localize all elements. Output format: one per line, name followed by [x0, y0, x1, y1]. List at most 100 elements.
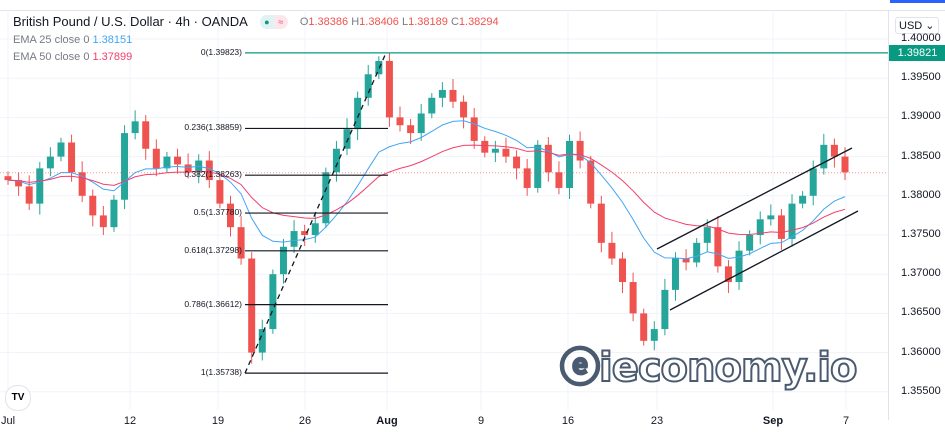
candle-body	[248, 258, 256, 353]
candle-body	[290, 231, 298, 247]
candle-body	[89, 195, 97, 216]
symbol-title[interactable]: British Pound / U.S. Dollar · 4h · OANDA	[13, 14, 248, 29]
candle-body	[46, 156, 54, 169]
price-chart[interactable]	[0, 0, 888, 420]
candle-body	[576, 140, 584, 161]
ohlc-values: O1.38386 H1.38406 L1.38189 C1.38294	[299, 15, 499, 28]
fib-level-label[interactable]: 0.236(1.38859)	[184, 122, 242, 133]
fib-level-label[interactable]: 0(1.39823)	[200, 46, 242, 57]
candle-body	[131, 121, 139, 134]
candle-body	[205, 160, 213, 181]
candle-body	[587, 160, 595, 204]
candle-body	[481, 140, 489, 153]
ieconomy-watermark: ⓔieconomy.io	[559, 344, 858, 392]
candle-body	[809, 168, 817, 196]
top-toolbar	[0, 0, 945, 11]
channel-upper-line	[656, 147, 853, 250]
candle-body	[799, 195, 807, 204]
candle-body	[629, 282, 637, 314]
time-axis[interactable]: Jul 12 19 26 Aug 9 16 23 Sep 7	[0, 410, 888, 440]
candle-body	[57, 142, 65, 157]
candle-body	[163, 156, 171, 169]
candle-body	[184, 164, 192, 173]
toolbar-accent	[890, 0, 945, 3]
candle-body	[258, 329, 266, 353]
candle-body	[4, 176, 12, 181]
candle-body	[756, 219, 764, 235]
time-label: 12	[123, 415, 137, 427]
ema50-line	[7, 144, 846, 235]
candle-body	[174, 156, 182, 165]
fib-level-label[interactable]: 0.382(1.38263)	[184, 169, 242, 180]
tradingview-logo[interactable]: TV	[5, 385, 31, 411]
candle-body	[142, 121, 150, 149]
candle-body	[724, 266, 732, 283]
market-status-badge[interactable]: ● ≈	[259, 14, 288, 29]
time-label: 9	[477, 415, 485, 427]
candle-body	[332, 148, 340, 173]
time-label: Sep	[762, 415, 784, 427]
price-tick: 1.40000	[901, 32, 941, 44]
price-tick: 1.36500	[901, 306, 941, 319]
candle-body	[322, 172, 330, 224]
time-label: Aug	[376, 415, 398, 427]
ema25-legend[interactable]: EMA 25 close 0 1.38151	[13, 34, 133, 46]
candle-body	[650, 329, 658, 341]
chart-legend: British Pound / U.S. Dollar · 4h · OANDA…	[13, 14, 499, 63]
candle-body	[534, 144, 542, 188]
candle-body	[693, 242, 701, 263]
candle-body	[767, 215, 775, 220]
data-delay-icon: ≈	[273, 14, 288, 29]
candle-body	[502, 148, 510, 157]
candle-body	[36, 168, 44, 204]
candle-body	[777, 215, 785, 239]
candle-body	[714, 227, 722, 267]
price-tick: 1.36000	[901, 345, 941, 358]
candle-body	[279, 246, 287, 275]
candle-body	[703, 227, 711, 243]
candle-body	[788, 203, 796, 239]
candle-body	[449, 89, 457, 102]
candle-body	[110, 199, 118, 228]
candle-body	[830, 144, 838, 157]
ema50-legend[interactable]: EMA 50 close 0 1.37899	[13, 51, 133, 63]
fib-level-label[interactable]: 0.5(1.37780)	[193, 207, 242, 218]
candle-body	[841, 156, 849, 173]
candle-body	[354, 97, 362, 130]
price-axis[interactable]: USD ⌄ 1.40000 1.39500 1.39000 1.38500 1.3800…	[888, 10, 945, 420]
currency-select[interactable]: USD ⌄	[895, 17, 939, 34]
fib-level-label[interactable]: 0.618(1.37298)	[184, 244, 242, 255]
candle-body	[311, 223, 319, 235]
price-tick: 1.35500	[901, 384, 941, 397]
candle-body	[661, 289, 669, 330]
price-tick: 1.38000	[901, 188, 941, 201]
market-open-icon: ●	[259, 14, 274, 29]
candle-body	[25, 186, 33, 204]
candle-body	[68, 142, 76, 173]
candle-body	[523, 168, 531, 188]
candle-body	[237, 227, 245, 259]
price-tick: 1.37000	[901, 267, 941, 280]
candle-body	[746, 235, 754, 251]
candle-body	[99, 215, 107, 228]
candle-body	[491, 148, 499, 153]
price-tick: 1.39000	[901, 110, 941, 123]
candle-body	[216, 180, 224, 204]
candle-body	[544, 144, 552, 173]
candle-body	[438, 89, 446, 98]
candle-body	[396, 117, 404, 126]
candle-body	[513, 156, 521, 169]
price-tick: 1.37500	[901, 228, 941, 240]
time-label: 23	[650, 415, 664, 427]
candle-body	[597, 203, 605, 243]
ema25-line	[7, 120, 846, 260]
candle-body	[385, 60, 393, 118]
last-price-tag: 1.39821	[889, 45, 945, 62]
candle-body	[608, 242, 616, 259]
fib-level-label[interactable]: 0.786(1.36612)	[184, 298, 242, 309]
fib-level-label[interactable]: 1(1.35738)	[200, 367, 242, 378]
time-label: Jul	[0, 415, 16, 427]
candle-body	[460, 101, 468, 118]
candle-body	[820, 144, 828, 169]
candle-body	[566, 140, 574, 188]
